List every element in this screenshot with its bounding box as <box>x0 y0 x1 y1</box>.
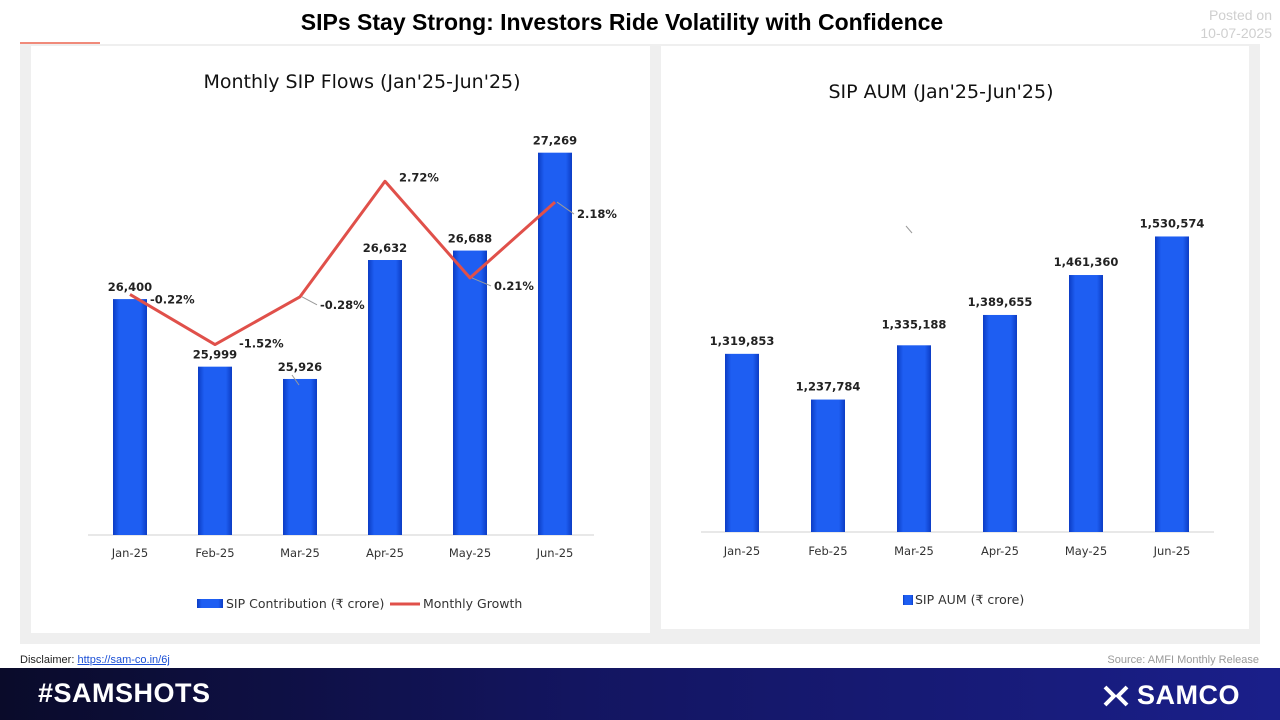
footer-bar: #SAMSHOTS SAMCO <box>0 668 1280 720</box>
growth-data-label: -0.22% <box>150 292 195 306</box>
bar-data-label: 26,688 <box>448 232 492 246</box>
bar-data-label: 25,926 <box>278 360 322 374</box>
bar-sip-contribution <box>198 366 232 535</box>
growth-leader-line <box>471 277 492 287</box>
x-tick-label: Mar-25 <box>894 544 934 558</box>
bar-sip-contribution <box>368 260 402 535</box>
legend-swatch-sip-contribution <box>197 599 223 608</box>
disclaimer: Disclaimer: https://sam-co.in/6j <box>20 654 170 666</box>
bar-data-label: 1,461,360 <box>1054 255 1119 269</box>
chart-title: Monthly SIP Flows (Jan'25-Jun'25) <box>203 71 520 93</box>
growth-leader-line <box>556 201 575 215</box>
label-leader-line <box>905 225 913 234</box>
growth-leader-line <box>301 296 318 306</box>
x-tick-label: Mar-25 <box>280 546 320 560</box>
legend-label-monthly-growth: Monthly Growth <box>423 596 522 611</box>
x-tick-label: Jan-25 <box>723 544 761 558</box>
hashtag: #SAMSHOTS <box>38 678 211 708</box>
x-tick-label: Feb-25 <box>808 544 847 558</box>
x-tick-label: Jan-25 <box>111 546 149 560</box>
sip-aum-chart: SIP AUM (Jan'25-Jun'25) 1,319,853 Jan-25 1,… <box>701 81 1214 607</box>
sip-flows-card: Monthly SIP Flows (Jan'25-Jun'25) 26,400 J… <box>31 46 650 633</box>
posted-label: Posted on <box>1208 7 1272 23</box>
bar-sip-contribution <box>453 250 487 535</box>
bar-data-label: 1,319,853 <box>710 334 775 348</box>
bar-sip-contribution <box>113 299 147 535</box>
x-tick-label: Feb-25 <box>195 546 234 560</box>
growth-data-label: 0.21% <box>494 279 534 293</box>
chart-title: SIP AUM (Jan'25-Jun'25) <box>828 81 1053 103</box>
brand-name: SAMCO <box>1137 680 1240 710</box>
bar-sip-aum <box>811 399 845 532</box>
growth-data-label: -0.28% <box>320 298 365 312</box>
x-tick-label: Apr-25 <box>366 546 404 560</box>
posted-date: 10-07-2025 <box>1200 25 1272 41</box>
bar-data-label: 27,269 <box>533 134 577 148</box>
posted-on: Posted on 10-07-2025 <box>1200 6 1272 42</box>
x-tick-label: Apr-25 <box>981 544 1019 558</box>
label-leader-line <box>291 374 300 386</box>
bar-sip-aum <box>1155 236 1189 532</box>
growth-data-label: 2.18% <box>577 207 617 221</box>
disclaimer-link[interactable]: https://sam-co.in/6j <box>77 654 170 666</box>
bar-data-label: 26,632 <box>363 241 407 255</box>
brand-logo: SAMCO <box>1101 680 1240 711</box>
source-note: Source: AMFI Monthly Release <box>1107 654 1259 666</box>
page-title: SIPs Stay Strong: Investors Ride Volatil… <box>300 9 944 35</box>
bar-sip-aum <box>725 353 759 532</box>
monthly-growth-line <box>129 179 556 347</box>
bar-sip-aum <box>897 345 931 532</box>
bar-sip-aum <box>983 314 1017 532</box>
bar-data-label: 25,999 <box>193 348 237 362</box>
bar-sip-aum <box>1069 275 1103 532</box>
x-tick-label: Jun-25 <box>536 546 574 560</box>
bar-data-label: 1,389,655 <box>968 295 1033 309</box>
bar-sip-contribution <box>538 152 572 535</box>
legend-swatch-sip-aum <box>903 595 913 605</box>
disclaimer-label: Disclaimer: <box>20 654 75 666</box>
legend-label-sip-aum: SIP AUM (₹ crore) <box>915 592 1024 607</box>
x-tick-label: May-25 <box>449 546 491 560</box>
bar-sip-contribution <box>283 378 317 535</box>
bar-data-label: 1,237,784 <box>796 380 861 394</box>
accent-divider <box>20 42 100 44</box>
samco-mark-icon <box>1103 685 1129 706</box>
sip-flows-chart: Monthly SIP Flows (Jan'25-Jun'25) 26,400 J… <box>88 71 617 611</box>
bar-data-label: 1,530,574 <box>1140 216 1205 230</box>
growth-data-label: -1.52% <box>239 337 284 351</box>
x-tick-label: May-25 <box>1065 544 1107 558</box>
bar-data-label: 1,335,188 <box>882 317 947 331</box>
x-tick-label: Jun-25 <box>1153 544 1191 558</box>
legend-label-sip-contribution: SIP Contribution (₹ crore) <box>226 596 384 611</box>
growth-data-label: 2.72% <box>399 170 439 184</box>
sip-aum-card: SIP AUM (Jan'25-Jun'25) 1,319,853 Jan-25 1,… <box>661 46 1249 629</box>
bar-data-label: 26,400 <box>108 280 152 294</box>
